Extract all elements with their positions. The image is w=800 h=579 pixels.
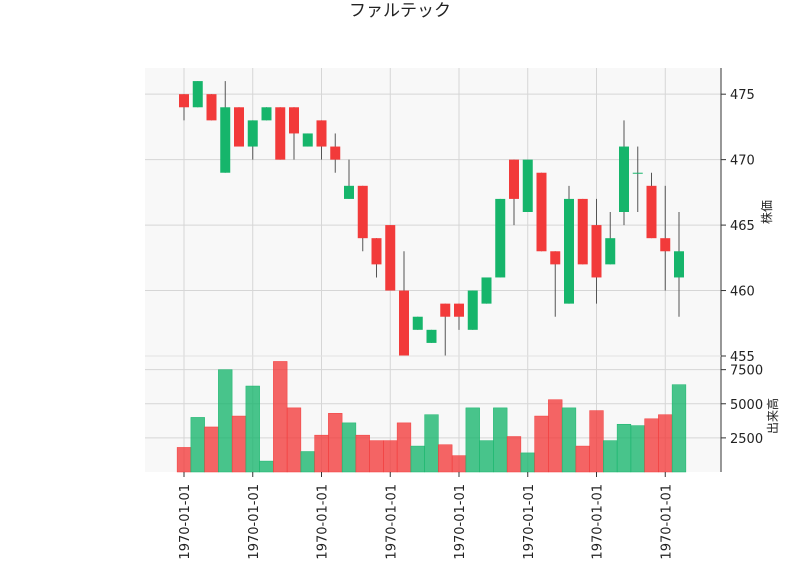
volume-bar <box>658 414 673 473</box>
volume-bar <box>190 417 205 473</box>
volume-bar <box>314 434 329 473</box>
candle-body <box>371 238 382 265</box>
volume-axis-label: 出来高 <box>765 398 780 434</box>
candle-body <box>289 107 299 134</box>
volume-bar <box>355 434 370 473</box>
time-tick-label: 1970-01-01 <box>591 484 606 560</box>
candle-body <box>399 290 409 356</box>
price-tick-label: 465 <box>730 219 755 234</box>
time-tick-label: 1970-01-01 <box>178 484 193 560</box>
candle-body <box>564 198 574 304</box>
volume-bar <box>465 407 480 473</box>
volume-bar <box>245 385 260 473</box>
time-tick-label: 1970-01-01 <box>522 484 537 560</box>
candle-body <box>605 238 616 265</box>
candle-body <box>577 198 588 265</box>
price-tick-label: 455 <box>730 350 755 365</box>
time-tick-label: 1970-01-01 <box>659 484 674 560</box>
candle-body <box>261 107 272 121</box>
volume-bar <box>644 418 659 473</box>
candle-body <box>591 225 602 278</box>
candle-body <box>674 251 684 278</box>
volume-bar <box>424 414 439 473</box>
price-candles <box>179 81 684 356</box>
candle-body <box>412 316 423 330</box>
candle-body <box>632 172 643 174</box>
price-panel-background <box>145 68 721 356</box>
volume-bar <box>630 425 645 473</box>
candle-body <box>179 94 189 108</box>
price-tick-label: 460 <box>730 285 755 300</box>
candle-body <box>275 107 286 160</box>
candle-body <box>619 146 629 212</box>
candle-body <box>646 185 657 239</box>
candle-body <box>357 185 368 239</box>
candle-body <box>220 107 231 173</box>
candle-body <box>302 133 313 147</box>
volume-bar <box>603 440 618 473</box>
volume-bar <box>259 460 274 473</box>
candle-body <box>454 303 464 317</box>
axes: 455 460 465 470 475 2500 5000 7500 1970-01-01 197… <box>145 68 763 560</box>
volume-bar <box>451 455 467 473</box>
volume-bar <box>328 413 343 473</box>
volume-bar <box>218 369 233 473</box>
volume-bar <box>300 451 315 473</box>
volume-bar <box>396 422 412 473</box>
volume-bar <box>589 410 604 473</box>
volume-bar <box>493 407 508 473</box>
time-tick-label: 1970-01-01 <box>247 484 262 560</box>
candle-body <box>660 238 671 252</box>
candle-body <box>509 159 519 199</box>
volume-bar <box>438 444 453 473</box>
candle-body <box>192 81 203 108</box>
volume-bar <box>383 440 398 473</box>
candle-body <box>385 225 396 291</box>
chart-title: ファルテック <box>349 1 451 21</box>
candle-body <box>481 277 492 304</box>
price-tick-label: 470 <box>730 154 755 169</box>
volume-bar <box>341 422 357 473</box>
volume-bar <box>369 440 384 473</box>
volume-tick-label: 5000 <box>730 398 763 413</box>
volume-bar <box>176 447 192 473</box>
candle-body <box>206 94 217 121</box>
volume-bar <box>506 436 522 473</box>
volume-bar <box>410 445 425 473</box>
candle-body <box>426 329 437 343</box>
volume-bar <box>616 423 632 473</box>
candle-body <box>247 120 258 147</box>
volume-tick-label: 2500 <box>730 432 763 447</box>
time-tick-label: 1970-01-01 <box>453 484 468 560</box>
volume-bar <box>231 415 247 473</box>
volume-bar <box>273 361 288 473</box>
candle-body <box>467 290 478 330</box>
price-axis-label: 株価 <box>759 200 774 224</box>
candle-body <box>316 120 327 147</box>
time-tick-label: 1970-01-01 <box>316 484 331 560</box>
volume-bar <box>548 399 563 473</box>
volume-bar <box>479 440 494 473</box>
volume-bars <box>176 361 687 473</box>
candle-body <box>495 198 506 278</box>
volume-bar <box>671 384 687 473</box>
volume-bar <box>520 452 535 473</box>
candle-body <box>536 172 547 252</box>
volume-bar <box>534 415 549 473</box>
price-tick-label: 475 <box>730 88 755 103</box>
candle-body <box>330 146 341 160</box>
volume-bar <box>286 407 302 473</box>
candle-body <box>550 251 561 265</box>
candle-body <box>234 107 244 147</box>
candle-body <box>344 185 354 199</box>
volume-bar <box>204 426 219 473</box>
volume-bar <box>575 445 590 473</box>
volume-tick-label: 7500 <box>730 364 763 379</box>
time-tick-label: 1970-01-01 <box>384 484 399 560</box>
volume-bar <box>561 407 577 473</box>
candle-body <box>522 159 533 212</box>
candle-body <box>440 303 451 317</box>
